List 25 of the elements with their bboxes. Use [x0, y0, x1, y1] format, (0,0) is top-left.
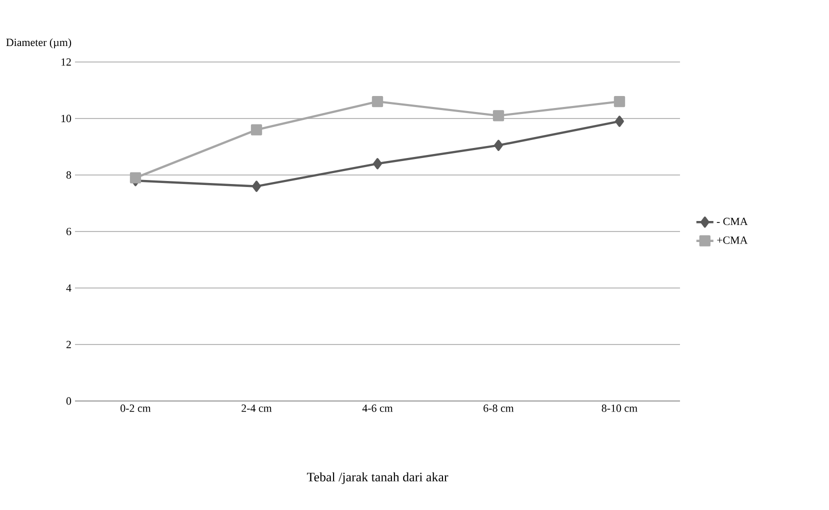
x-tick-label: 2-4 cm — [242, 404, 272, 412]
y-tick-label: 12 — [61, 58, 71, 66]
x-axis-title: Tebal /jarak tanah dari akar — [306, 472, 448, 484]
point — [492, 110, 504, 122]
legend-label: +CMA — [717, 236, 748, 244]
y-tick-label: 10 — [61, 114, 72, 122]
point — [614, 96, 626, 108]
point — [130, 172, 142, 184]
legend-label: - CMA — [716, 218, 748, 226]
point — [494, 140, 503, 151]
y-tick-label: 4 — [66, 284, 72, 292]
point — [373, 158, 382, 170]
point — [615, 116, 624, 127]
y-tick-label: 2 — [66, 340, 71, 348]
x-tick-label: 8-10 cm — [602, 404, 638, 412]
y-axis-title: Diameter (µm) — [6, 38, 72, 48]
x-tick-label: 6-8 cm — [484, 404, 514, 412]
point — [252, 180, 261, 192]
x-tick-label: 4-6 cm — [362, 404, 393, 412]
point — [250, 124, 262, 136]
x-tick-label: 0-2 cm — [120, 404, 151, 412]
point — [372, 96, 384, 108]
y-tick-label: 6 — [66, 228, 72, 236]
y-tick-label: 0 — [66, 397, 72, 405]
y-tick-label: 8 — [66, 171, 72, 179]
